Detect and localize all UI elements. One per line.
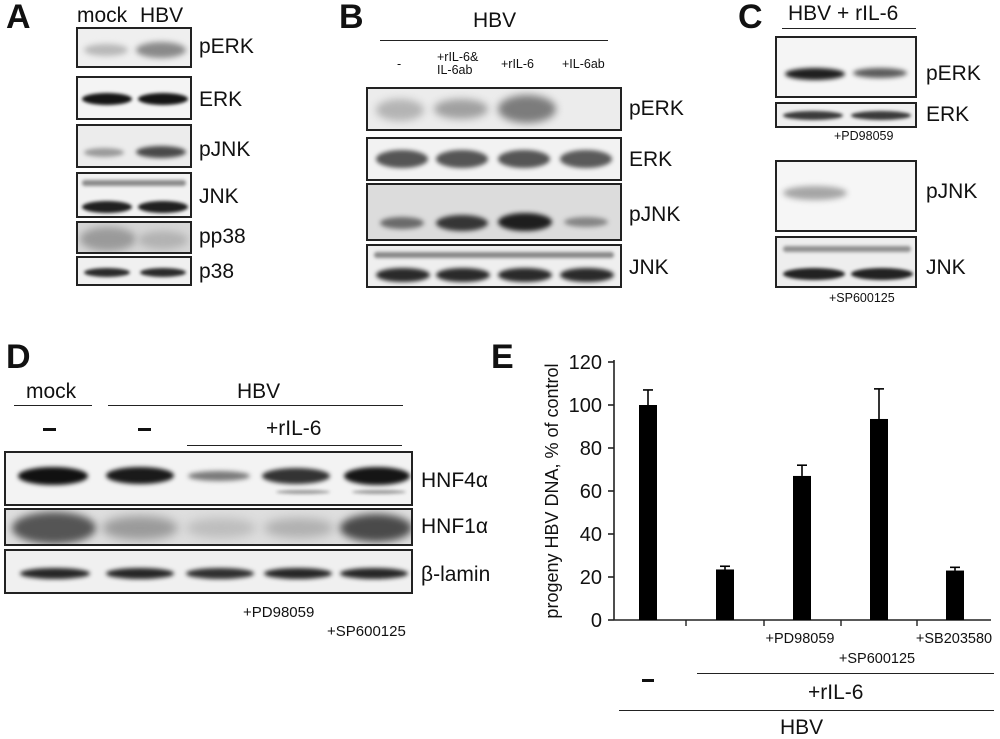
panel-a-label-p38: p38 [199, 260, 235, 283]
panel-b-blot-jnk [366, 244, 622, 288]
panel-b-label-perk: pERK [629, 97, 684, 120]
panel-c-header-line [782, 28, 916, 29]
panel-c-label-erk: ERK [926, 103, 970, 126]
panel-b-label-erk: ERK [629, 148, 673, 171]
panel-d-mock-line [14, 405, 92, 406]
panel-e-hbv-label: HBV [780, 716, 824, 739]
panel-a-label-perk: pERK [199, 35, 254, 58]
panel-d-minus-1 [43, 428, 56, 431]
y-tick-label-2: 40 [580, 524, 602, 546]
panel-a-lane-mock: mock [77, 4, 128, 27]
panel-a-label-erk: ERK [199, 88, 243, 111]
panel-e-ril6-line [697, 673, 994, 674]
panel-b-label-jnk: JNK [629, 256, 669, 279]
y-tick-label-4: 80 [580, 438, 602, 460]
panel-e-minus [642, 679, 654, 682]
panel-a-label-jnk: JNK [199, 185, 239, 208]
x-category-label-3: +SP600125 [839, 651, 915, 667]
y-tick-label-0: 0 [591, 610, 602, 632]
panel-c-blot-perk [775, 36, 917, 98]
panel-a-lane-hbv: HBV [140, 4, 184, 27]
panel-a-blot-pp38 [76, 221, 192, 254]
panel-b-header: HBV [473, 9, 517, 32]
bar-4 [946, 570, 964, 620]
panel-e-letter: E [491, 338, 514, 376]
y-tick-label-5: 100 [569, 395, 602, 417]
panel-a-label-pjnk: pJNK [199, 138, 251, 161]
panel-c-header: HBV + rIL-6 [788, 2, 899, 25]
panel-d-letter: D [6, 338, 31, 376]
panel-b-lane-4: +IL-6ab [562, 57, 605, 71]
panel-d-group-hbv: HBV [237, 380, 281, 403]
panel-a-label-pp38: pp38 [199, 225, 246, 248]
y-tick-label-3: 60 [580, 481, 602, 503]
panel-a-blot-jnk [76, 172, 192, 218]
panel-a-blot-perk [76, 27, 192, 68]
panel-d-blot-blamin [4, 549, 413, 594]
bar-3 [870, 418, 888, 620]
panel-b-header-line [380, 40, 608, 41]
panel-c-label-perk: pERK [926, 62, 981, 85]
panel-d-inhibitor-1: +PD98059 [243, 604, 315, 621]
panel-d-inhibitor-2: +SP600125 [327, 623, 406, 640]
bar-1 [716, 569, 734, 620]
x-category-label-2: +PD98059 [766, 631, 835, 647]
panel-b-label-pjnk: pJNK [629, 203, 681, 226]
bar-0 [639, 405, 657, 620]
panel-a-blot-pjnk [76, 124, 192, 168]
panel-d-label-hnf1a: HNF1α [421, 515, 488, 538]
panel-c-blot-jnk [775, 236, 917, 288]
panel-c-inhibitor-erk: +PD98059 [834, 129, 894, 143]
panel-c-blot-erk [775, 102, 917, 128]
panel-d-group-ril6: +rIL-6 [266, 417, 322, 440]
panel-d-group-mock: mock [26, 380, 77, 403]
panel-b-letter: B [339, 0, 364, 36]
y-axis-title: progeny HBV DNA, % of control [542, 363, 562, 618]
panel-e-ril6-label: +rIL-6 [808, 681, 864, 704]
panel-a-letter: A [6, 0, 31, 36]
x-category-label-4: +SB203580 [916, 631, 992, 647]
panel-d-blot-hnf1a [4, 508, 413, 546]
panel-a-blot-p38 [76, 256, 192, 286]
panel-c-label-pjnk: pJNK [926, 180, 978, 203]
bar-2 [793, 475, 811, 620]
panel-b-blot-perk [366, 87, 622, 131]
panel-d-hbv-line [108, 405, 403, 406]
panel-c-letter: C [738, 0, 763, 36]
panel-a-blot-erk [76, 76, 192, 120]
panel-c-blot-pjnk [775, 160, 917, 232]
panel-b-lane-2: +rIL-6& IL-6ab [437, 50, 479, 78]
panel-b-lane-3: +rIL-6 [501, 57, 535, 71]
panel-d-ril6-line [187, 445, 402, 446]
panel-d-label-hnf4a: HNF4α [421, 469, 488, 492]
y-tick-label-1: 20 [580, 567, 602, 589]
panel-b-lane-1: - [397, 57, 402, 71]
panel-e-hbv-line [619, 710, 994, 711]
panel-b-blot-pjnk [366, 183, 622, 241]
panel-d-label-blamin: β-lamin [421, 563, 491, 586]
panel-c-inhibitor-jnk: +SP600125 [829, 291, 895, 305]
panel-b-blot-erk [366, 137, 622, 181]
panel-c-label-jnk: JNK [926, 256, 966, 279]
panel-d-blot-hnf4a [4, 451, 413, 506]
y-tick-label-6: 120 [569, 352, 602, 374]
panel-d-minus-2 [138, 428, 151, 431]
